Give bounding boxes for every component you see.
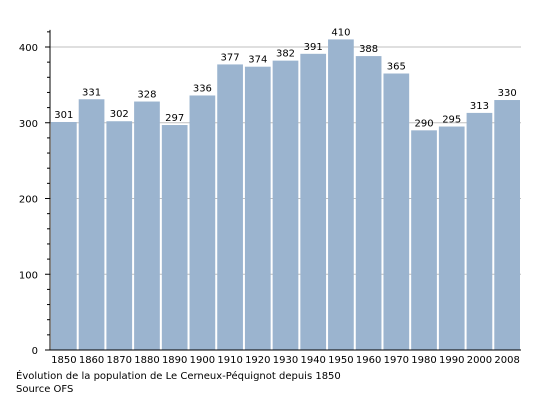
- bar: [300, 53, 327, 350]
- data-label: 382: [276, 49, 295, 60]
- bar: [51, 121, 77, 351]
- bar: [244, 66, 271, 350]
- bar: [355, 56, 382, 351]
- data-label: 302: [110, 109, 129, 120]
- data-label: 295: [442, 115, 461, 126]
- x-tick-label: 1940: [300, 355, 325, 366]
- data-label: 391: [304, 42, 323, 53]
- x-tick-label: 1930: [273, 355, 298, 366]
- bar: [466, 112, 493, 350]
- bar: [217, 64, 243, 351]
- bar: [494, 100, 520, 351]
- bar: [134, 101, 160, 350]
- bars: [51, 39, 520, 351]
- data-label: 410: [331, 27, 350, 38]
- x-tick-label: 1850: [51, 355, 76, 366]
- x-tick-label: 1970: [384, 355, 409, 366]
- data-label: 365: [387, 62, 406, 73]
- x-tick-label: 2000: [467, 355, 492, 366]
- x-tick-label: 1870: [107, 355, 132, 366]
- bar: [106, 121, 133, 350]
- x-tick-label: 1980: [411, 355, 436, 366]
- bar: [383, 73, 410, 350]
- data-label: 290: [414, 118, 433, 129]
- y-tick-label: 0: [32, 346, 38, 357]
- population-bar-chart: 0 100 200 300 400 301 1850 331 1860 302 1870 328 18…: [19, 27, 521, 366]
- x-tick-label: 1880: [134, 355, 159, 366]
- chart-source: Source OFS: [16, 384, 74, 395]
- data-label: 377: [221, 52, 240, 63]
- x-tick-label: 1960: [356, 355, 381, 366]
- labels: 301 1850 331 1860 302 1870 328 1880 297 1890 336 19…: [51, 27, 520, 366]
- data-label: 331: [82, 87, 101, 98]
- y-tick-label: 200: [19, 195, 38, 206]
- data-label: 388: [359, 44, 378, 55]
- bar: [411, 130, 437, 350]
- data-label: 297: [165, 113, 184, 124]
- data-label: 328: [137, 90, 156, 101]
- x-tick-label: 1910: [217, 355, 242, 366]
- bar: [272, 60, 299, 350]
- bar: [78, 99, 105, 350]
- y-tick-label: 400: [19, 43, 38, 54]
- data-label: 374: [248, 55, 267, 66]
- x-tick-label: 1890: [162, 355, 187, 366]
- bar: [161, 125, 188, 351]
- data-label: 313: [470, 101, 489, 112]
- x-tick-label: 1860: [79, 355, 104, 366]
- x-tick-label: 2008: [494, 355, 519, 366]
- bar: [438, 126, 465, 350]
- x-tick-label: 1950: [328, 355, 353, 366]
- data-label: 301: [54, 110, 73, 121]
- x-tick-label: 1990: [439, 355, 464, 366]
- y-tick-label: 100: [19, 270, 38, 281]
- bar: [189, 95, 216, 350]
- bar: [328, 39, 354, 351]
- chart-caption: Évolution de la population de Le Cerneux…: [16, 371, 341, 382]
- x-tick-label: 1900: [190, 355, 215, 366]
- data-label: 336: [193, 83, 212, 94]
- axes: 0 100 200 300 400: [19, 29, 521, 357]
- data-label: 330: [498, 88, 517, 99]
- y-tick-label: 300: [19, 119, 38, 130]
- x-tick-label: 1920: [245, 355, 270, 366]
